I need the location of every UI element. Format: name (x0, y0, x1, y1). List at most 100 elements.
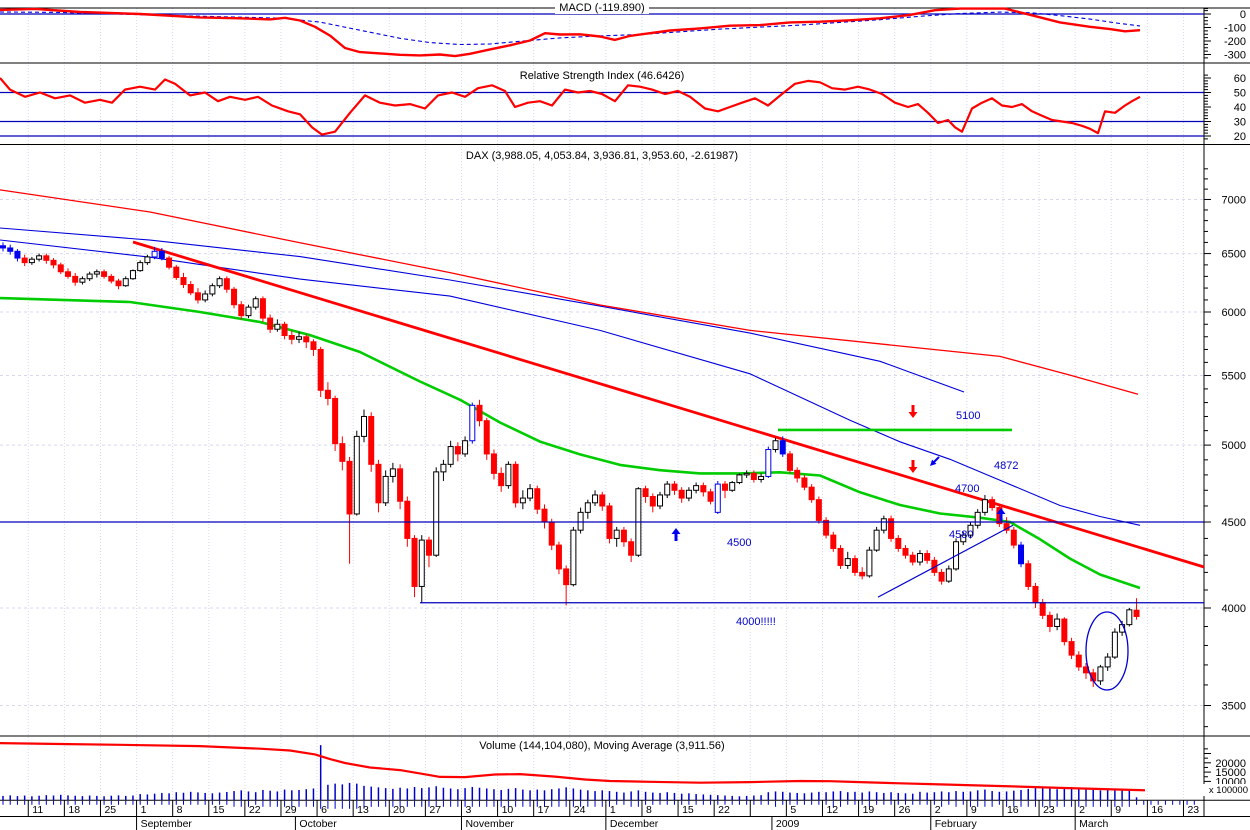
svg-text:40: 40 (1234, 102, 1246, 114)
price-annotation: 4580 (949, 529, 973, 541)
candle (281, 323, 288, 336)
candle (801, 477, 808, 488)
price-annotation: 4872 (994, 460, 1018, 472)
ma-blue-upper (0, 227, 965, 393)
ma-red-200d (0, 189, 1139, 395)
candle (960, 534, 967, 543)
candle (368, 415, 375, 465)
price-annotation: 4700 (955, 483, 979, 495)
candle (1046, 614, 1053, 627)
candle (166, 257, 173, 268)
svg-text:2: 2 (1079, 804, 1085, 816)
month-label: December (610, 818, 659, 830)
candle (144, 256, 151, 264)
svg-text:2: 2 (935, 804, 941, 816)
candle (620, 529, 627, 543)
candle (0, 245, 6, 249)
svg-text:6500: 6500 (1222, 249, 1246, 261)
volume-panel (0, 742, 1146, 800)
candle (1025, 563, 1032, 587)
candle (252, 298, 259, 308)
svg-text:4000: 4000 (1222, 603, 1246, 615)
svg-text:-200: -200 (1224, 36, 1246, 48)
candle (332, 397, 339, 445)
candle (209, 285, 216, 295)
svg-text:9: 9 (1115, 804, 1121, 816)
candle (231, 288, 238, 306)
candle (1061, 618, 1068, 643)
candle (303, 336, 310, 343)
candle (14, 250, 21, 259)
candle (462, 440, 469, 455)
candle (267, 317, 274, 330)
candle (765, 448, 772, 477)
svg-text:20000: 20000 (1215, 758, 1246, 770)
candle (974, 511, 981, 526)
candle (505, 463, 512, 487)
up-arrow-icon (996, 508, 1006, 521)
candle (548, 521, 555, 546)
svg-text:15000: 15000 (1215, 767, 1246, 779)
candle (888, 518, 895, 539)
svg-text:1: 1 (610, 804, 616, 816)
price-annotation: 5100 (956, 410, 980, 422)
candle (592, 494, 599, 504)
candle (1133, 609, 1140, 617)
volume-multiplier-label: x 100000 (1209, 785, 1248, 796)
y-axis: 0 -100-200 -300 60 50 40 30 20 7000 6500 6000 5500 5… (1200, 8, 1250, 798)
candle (743, 472, 750, 476)
candle (274, 323, 281, 330)
price-panel (0, 189, 1205, 590)
candle (476, 404, 483, 422)
svg-text:7000: 7000 (1222, 194, 1246, 206)
svg-text:50: 50 (1234, 88, 1246, 100)
candle (43, 255, 50, 261)
candle (1018, 544, 1025, 565)
svg-text:-100: -100 (1224, 23, 1246, 35)
svg-text:29: 29 (285, 804, 297, 816)
candle (433, 471, 440, 556)
month-label: March (1079, 818, 1108, 830)
svg-text:23: 23 (1043, 804, 1055, 816)
candle (238, 304, 245, 317)
candle (469, 404, 476, 442)
candle (158, 250, 165, 259)
month-label: November (465, 818, 514, 830)
downleft-arrow-icon (930, 459, 937, 466)
candle (902, 547, 909, 556)
candle (613, 529, 620, 539)
candle (498, 472, 505, 487)
price-annotation: 4000!!!!! (736, 616, 776, 628)
candle (180, 277, 187, 286)
candle (483, 420, 490, 455)
candle (866, 549, 873, 577)
svg-text:3500: 3500 (1222, 700, 1246, 712)
candle (945, 568, 952, 582)
candle (151, 250, 158, 258)
candle (584, 502, 591, 513)
candle (815, 499, 822, 521)
svg-text:0: 0 (1240, 9, 1246, 21)
candle (122, 278, 129, 287)
candle (382, 475, 389, 504)
candle (7, 247, 14, 252)
month-label: February (935, 818, 978, 830)
candle (1111, 631, 1118, 658)
month-label: October (299, 818, 337, 830)
candle (909, 554, 916, 563)
candle (21, 257, 28, 264)
candle (1032, 585, 1039, 604)
svg-text:17: 17 (538, 804, 550, 816)
svg-text:3: 3 (465, 804, 471, 816)
candle (678, 489, 685, 499)
svg-text:8: 8 (177, 804, 183, 816)
candle (924, 553, 931, 561)
candle (1039, 602, 1046, 616)
volume-ma-line (0, 742, 1146, 792)
price-annotations: 5100 4872 4700 4580 4500 4000!!!!! (0, 405, 1204, 691)
candle (555, 544, 562, 570)
svg-text:15: 15 (213, 804, 225, 816)
candle (577, 511, 584, 531)
candle (794, 469, 801, 479)
